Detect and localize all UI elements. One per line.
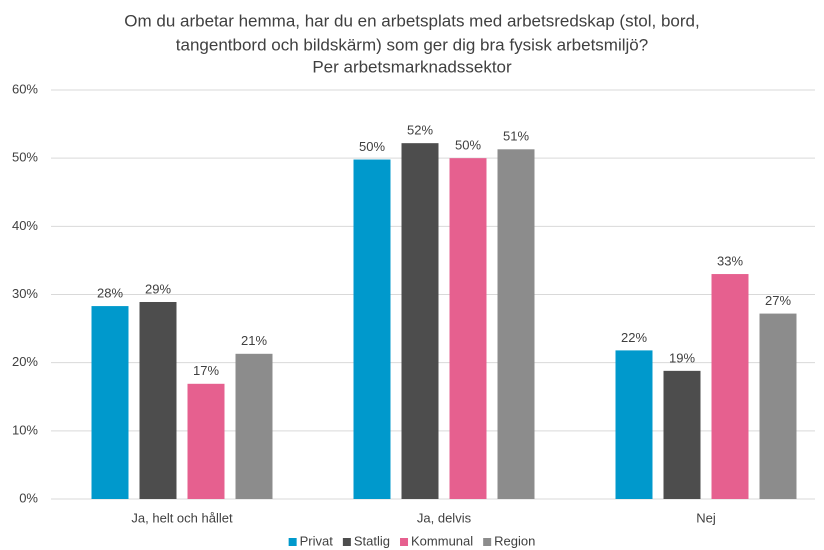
bar (759, 313, 797, 499)
legend-label: Privat (300, 533, 334, 548)
bar (711, 274, 749, 499)
legend-swatch (400, 538, 409, 546)
legend-label: Region (494, 533, 535, 548)
legend-label: Statlig (354, 533, 390, 548)
x-tick-label: Ja, delvis (417, 510, 472, 525)
y-tick-label: 30% (12, 286, 38, 301)
data-label: 22% (621, 330, 647, 345)
data-label: 50% (455, 138, 481, 153)
data-label: 19% (669, 350, 695, 365)
y-tick-label: 20% (12, 354, 38, 369)
bar (497, 149, 535, 499)
data-label: 29% (145, 281, 171, 296)
x-tick-label: Nej (696, 510, 716, 525)
y-tick-label: 50% (12, 150, 38, 165)
bar (615, 350, 653, 499)
data-label: 27% (765, 293, 791, 308)
bar (449, 158, 487, 499)
data-label: 52% (407, 123, 433, 138)
data-label: 33% (717, 253, 743, 268)
data-label: 28% (97, 286, 123, 301)
bar (139, 301, 177, 499)
bar (401, 143, 439, 500)
data-label: 51% (503, 129, 529, 144)
y-tick-label: 40% (12, 218, 38, 233)
chart-title: Om du arbetar hemma, har du en arbetspla… (124, 11, 699, 30)
data-label: 50% (359, 139, 385, 154)
data-label: 17% (193, 363, 219, 378)
bar (235, 353, 273, 499)
legend-swatch (288, 538, 297, 546)
x-tick-label: Ja, helt och hållet (131, 510, 233, 525)
data-label: 21% (241, 333, 267, 348)
y-tick-label: 60% (12, 81, 38, 96)
y-tick-label: 0% (19, 490, 38, 505)
y-tick-label: 10% (12, 422, 38, 437)
bar (353, 159, 391, 499)
legend-label: Kommunal (411, 533, 473, 548)
chart-subtitle: Per arbetsmarknadssektor (312, 57, 512, 76)
legend-swatch (342, 538, 351, 546)
bar (91, 306, 129, 499)
bar (187, 383, 225, 499)
bar (663, 370, 701, 499)
legend-swatch (483, 538, 492, 546)
chart-title: tangentbord och bildskärm) som ger dig b… (176, 35, 648, 54)
